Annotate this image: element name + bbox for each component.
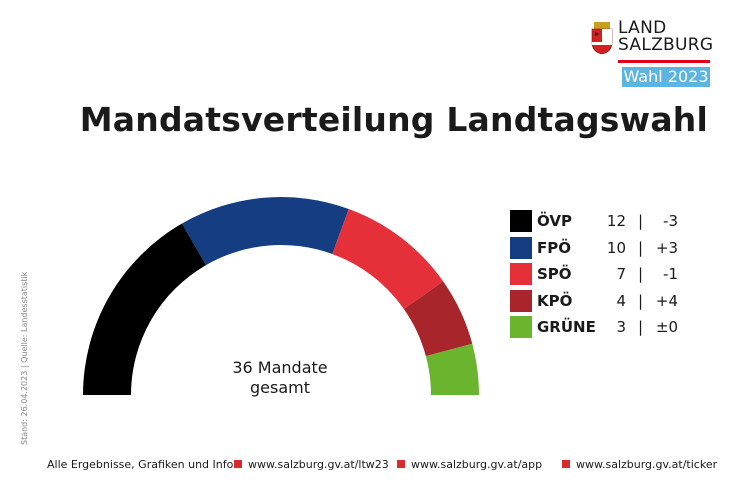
- bullet-square-icon: [234, 460, 242, 468]
- legend-party-name: SPÖ: [537, 265, 572, 283]
- footer-link-text: www.salzburg.gv.at/ltw23: [248, 458, 389, 471]
- footer-link-app[interactable]: www.salzburg.gv.at/app: [397, 458, 542, 471]
- legend-seat-change: +3: [655, 238, 678, 257]
- legend-seat-change: -3: [663, 212, 678, 230]
- seat-segment-kpö: [403, 281, 473, 357]
- legend-row: GRÜNE 3 | ±0: [510, 314, 680, 341]
- legend-party-name: FPÖ: [537, 238, 571, 257]
- footer-link-text: www.salzburg.gv.at/app: [411, 458, 543, 471]
- bullet-square-icon: [397, 460, 405, 468]
- logo-salzburg-text: SALZBURG: [618, 35, 714, 55]
- center-label-total: 36 Mandate: [232, 358, 328, 377]
- legend-party-name: GRÜNE: [537, 318, 596, 336]
- legend-seat-count: 3: [616, 318, 626, 336]
- legend-swatch: [510, 210, 532, 232]
- legend-separator: |: [638, 318, 644, 336]
- legend-row: ÖVP 12 | -3: [510, 208, 680, 235]
- legend-seat-count: 12: [606, 212, 626, 230]
- logo-red-line: [618, 60, 710, 63]
- footer-link-ticker[interactable]: www.salzburg.gv.at/ticker: [562, 458, 717, 471]
- legend-row: KPÖ 4 | +4: [510, 288, 680, 315]
- legend-row: FPÖ 10 | +3: [510, 235, 680, 262]
- legend-separator: |: [638, 238, 644, 257]
- legend-seat-count: 10: [606, 238, 626, 257]
- coat-of-arms-icon: [591, 22, 613, 54]
- footer-link-text: www.salzburg.gv.at/ticker: [576, 458, 718, 471]
- logo-land-text: LAND: [618, 18, 667, 38]
- footer: Alle Ergebnisse, Grafiken und Infos: www…: [47, 458, 747, 474]
- legend-separator: |: [638, 291, 644, 310]
- legend-row: SPÖ 7 | -1: [510, 261, 680, 288]
- seat-segment-grüne: [425, 343, 479, 395]
- footer-intro: Alle Ergebnisse, Grafiken und Infos:: [47, 458, 243, 471]
- legend-seat-count: 4: [616, 291, 626, 310]
- seat-segment-fpö: [182, 197, 349, 266]
- center-label-sub: gesamt: [250, 378, 310, 397]
- legend-swatch: [510, 236, 532, 259]
- bullet-square-icon: [562, 460, 570, 468]
- wahl-badge: Wahl 2023: [622, 67, 710, 87]
- footer-link-ltw23[interactable]: www.salzburg.gv.at/ltw23: [234, 458, 389, 471]
- legend-swatch: [510, 289, 532, 312]
- legend-party-name: ÖVP: [537, 212, 572, 230]
- legend-seat-change: ±0: [655, 318, 678, 336]
- legend: ÖVP 12 | -3 FPÖ 10 | +3 SPÖ 7 | -1 KPÖ 4 | +4 GRÜNE 3 | ±0: [510, 208, 680, 341]
- legend-separator: |: [638, 212, 644, 230]
- source-note: Stand: 26.04.2023 | Quelle: Landesstatis…: [20, 271, 29, 445]
- legend-seat-count: 7: [616, 265, 626, 283]
- land-salzburg-logo: LAND SALZBURG Wahl 2023: [588, 18, 714, 88]
- legend-seat-change: -1: [663, 265, 678, 283]
- chart-title: Mandatsverteilung Landtagswahl: [79, 100, 708, 139]
- seat-segment-spö: [332, 208, 444, 309]
- seat-segment-övp: [83, 223, 206, 395]
- center-label: 36 Mandate gesamt: [210, 358, 350, 398]
- legend-swatch: [510, 316, 532, 338]
- legend-swatch: [510, 263, 532, 285]
- legend-seat-change: +4: [655, 291, 678, 310]
- legend-separator: |: [638, 265, 644, 283]
- legend-party-name: KPÖ: [537, 291, 573, 310]
